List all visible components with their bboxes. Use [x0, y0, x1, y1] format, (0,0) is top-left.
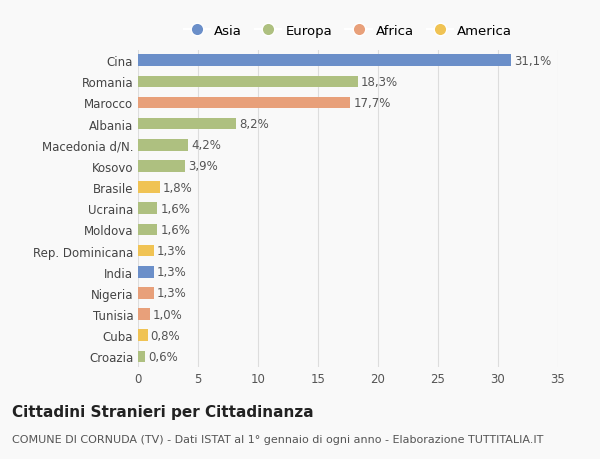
Bar — [138, 182, 160, 194]
Text: Cittadini Stranieri per Cittadinanza: Cittadini Stranieri per Cittadinanza — [12, 404, 314, 419]
Bar — [138, 118, 236, 130]
Legend: Asia, Europa, Africa, America: Asia, Europa, Africa, America — [181, 22, 515, 40]
Text: 1,8%: 1,8% — [163, 181, 193, 194]
Bar — [138, 245, 154, 257]
Text: 1,0%: 1,0% — [153, 308, 183, 321]
Bar — [138, 76, 358, 88]
Text: 1,3%: 1,3% — [157, 245, 187, 257]
Text: 1,3%: 1,3% — [157, 287, 187, 300]
Bar — [138, 203, 157, 215]
Bar — [138, 266, 154, 278]
Bar — [138, 161, 185, 173]
Text: 0,8%: 0,8% — [151, 329, 180, 342]
Text: 17,7%: 17,7% — [353, 97, 391, 110]
Bar — [138, 351, 145, 363]
Bar — [138, 55, 511, 67]
Text: 18,3%: 18,3% — [361, 76, 398, 89]
Text: COMUNE DI CORNUDA (TV) - Dati ISTAT al 1° gennaio di ogni anno - Elaborazione TU: COMUNE DI CORNUDA (TV) - Dati ISTAT al 1… — [12, 434, 544, 444]
Text: 1,3%: 1,3% — [157, 266, 187, 279]
Bar — [138, 287, 154, 299]
Text: 31,1%: 31,1% — [514, 55, 551, 67]
Bar — [138, 97, 350, 109]
Text: 8,2%: 8,2% — [239, 118, 269, 131]
Bar — [138, 330, 148, 341]
Bar — [138, 140, 188, 151]
Bar — [138, 224, 157, 236]
Text: 1,6%: 1,6% — [160, 224, 190, 236]
Bar — [138, 308, 150, 320]
Text: 3,9%: 3,9% — [188, 160, 218, 173]
Text: 1,6%: 1,6% — [160, 202, 190, 215]
Text: 4,2%: 4,2% — [191, 139, 221, 152]
Text: 0,6%: 0,6% — [148, 350, 178, 363]
